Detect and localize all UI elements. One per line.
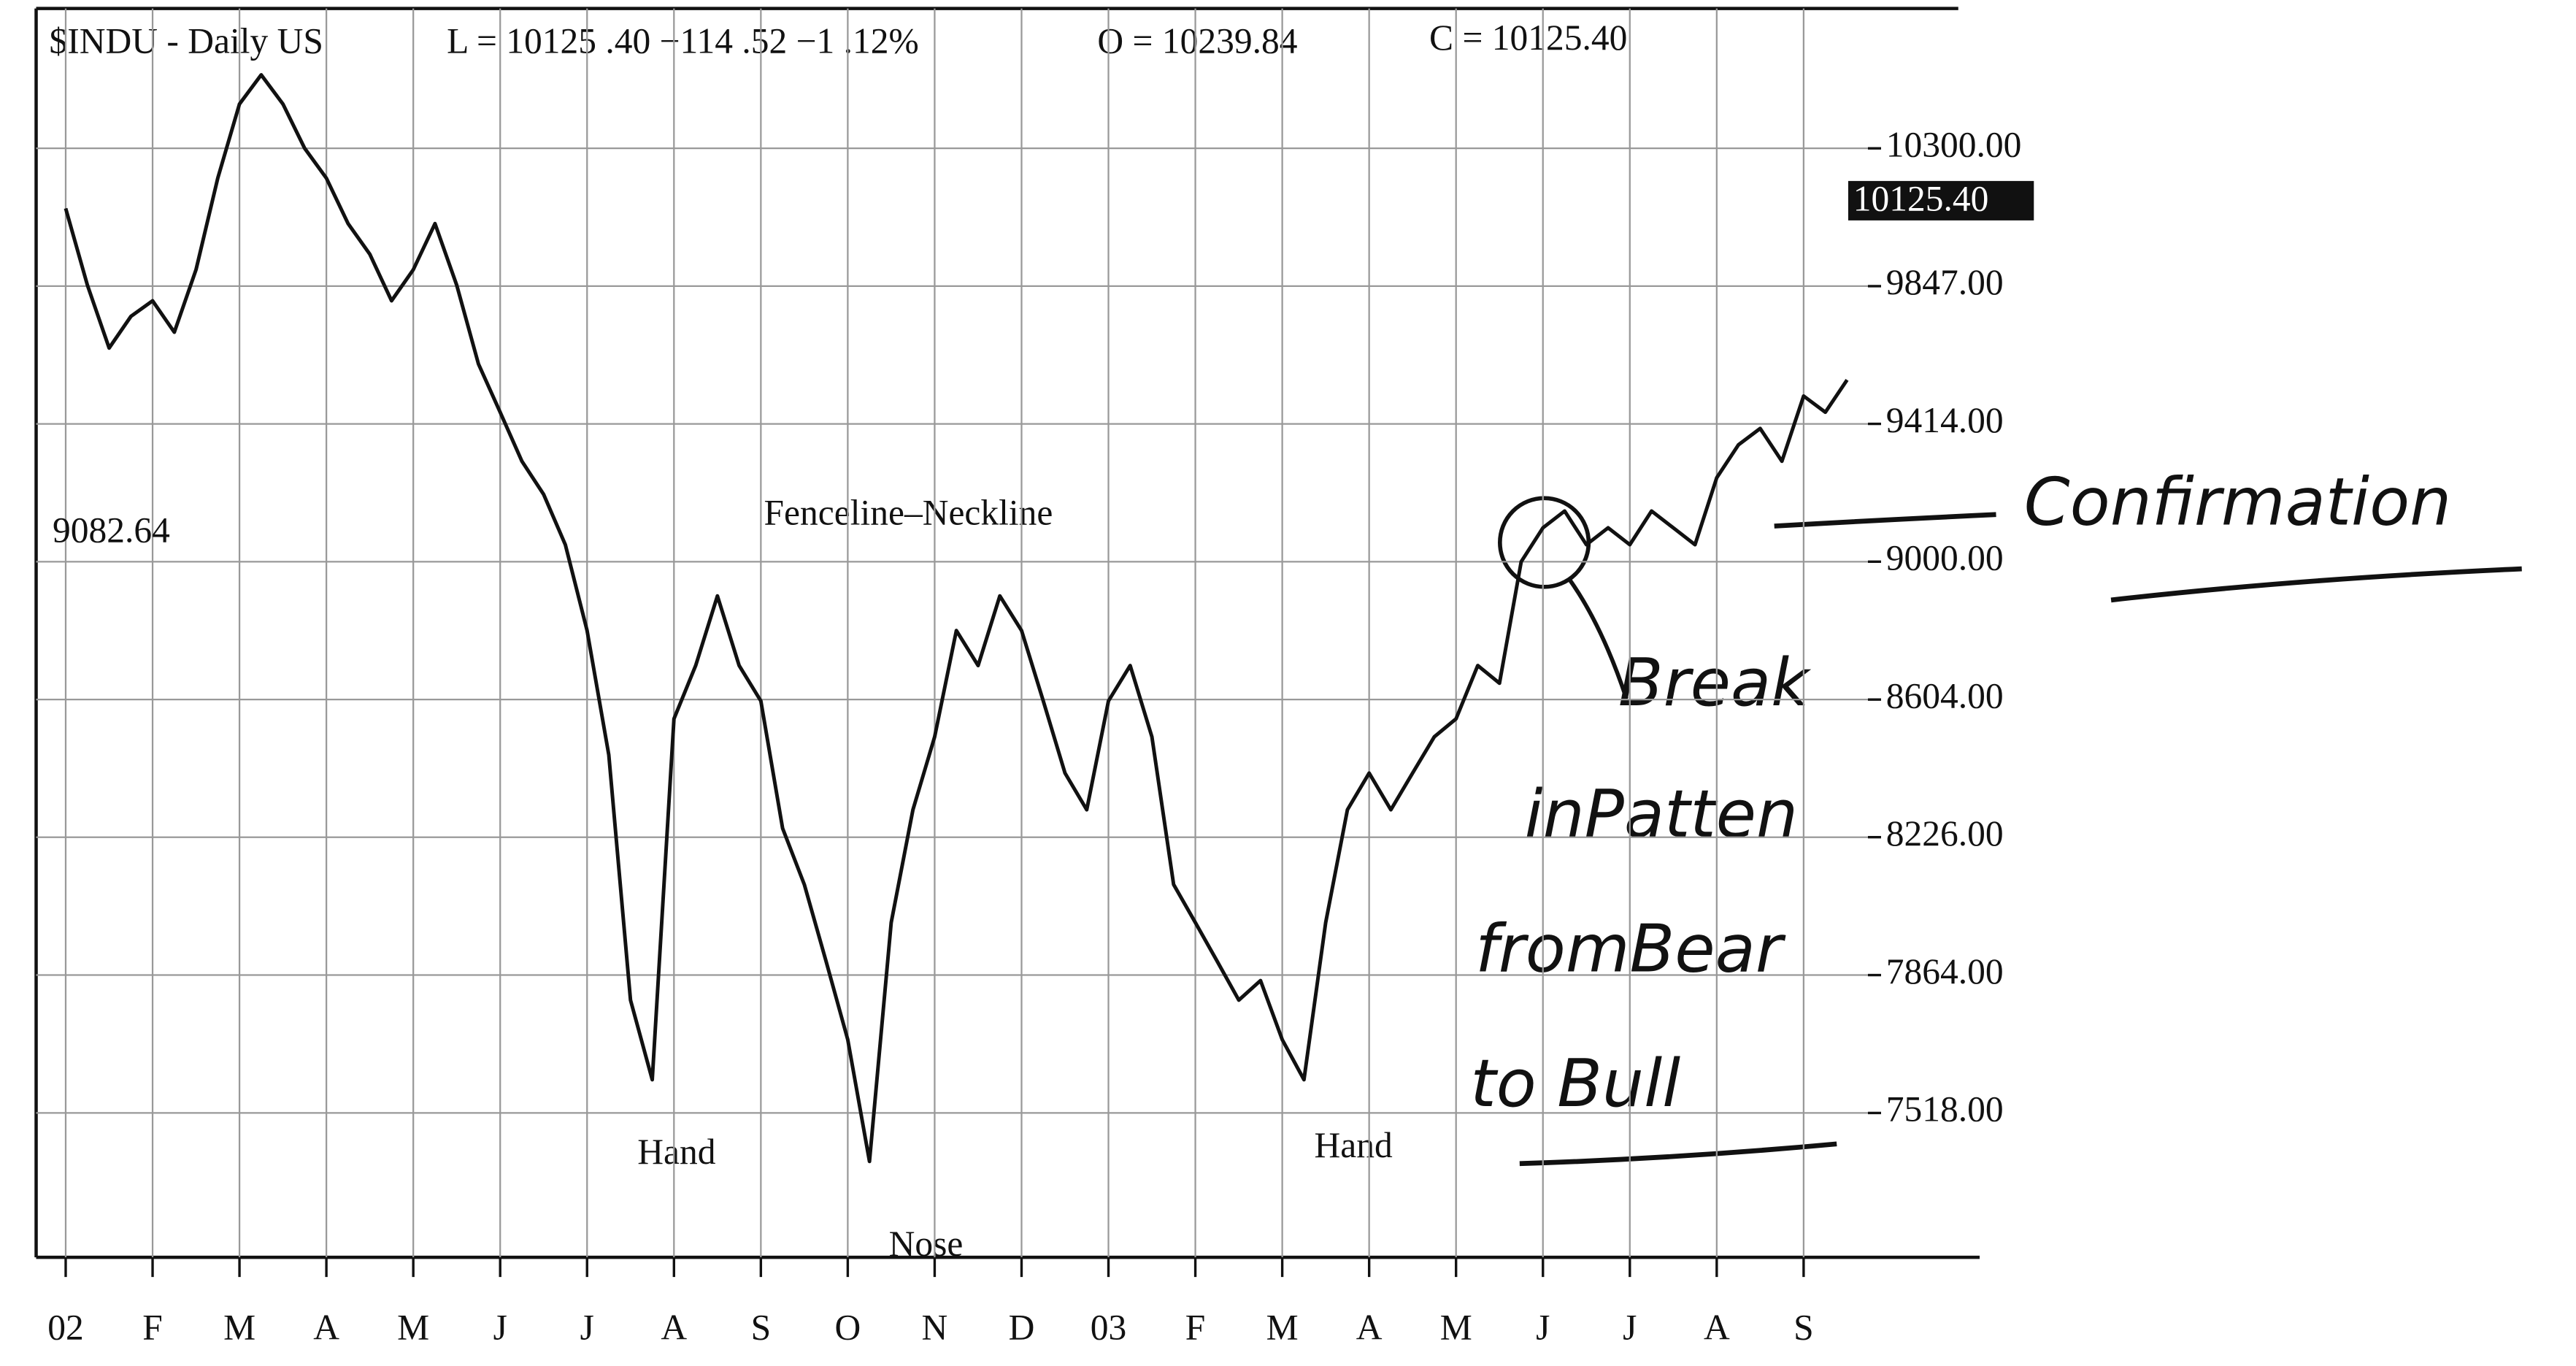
x-tick-label: 02 (47, 1308, 84, 1348)
left-marker-label: 9082.64 (53, 510, 170, 550)
x-tick-label: 03 (1091, 1308, 1127, 1348)
y-tick-label: 9000.00 (1886, 538, 2004, 578)
x-tick-label: A (661, 1308, 687, 1348)
x-tick-label: F (142, 1308, 163, 1348)
quote: C = 10125.40 (1429, 18, 1627, 58)
y-tick-label: 7518.00 (1886, 1089, 2004, 1129)
x-tick-label: S (1793, 1308, 1814, 1348)
chart-title: $INDU - Daily US (50, 20, 323, 61)
handwriting: fromBear (1475, 911, 1786, 988)
underline (1519, 1141, 1837, 1167)
y-tick-label: 8226.00 (1886, 813, 2004, 853)
x-tick-label: M (397, 1308, 429, 1348)
underline (2110, 566, 2522, 603)
x-tick-label: D (1009, 1308, 1035, 1348)
x-tick-label: F (1185, 1308, 1206, 1348)
y-tick-label: 8604.00 (1886, 676, 2004, 716)
x-tick-label: J (493, 1308, 507, 1348)
annotation: Hand (1315, 1125, 1393, 1165)
handwriting: to Bull (1470, 1045, 1680, 1122)
y-tick-label: 10300.00 (1886, 125, 2022, 165)
x-tick-label: A (313, 1308, 339, 1348)
x-tick-label: J (1536, 1308, 1550, 1348)
annotation: Fenceline–Neckline (764, 492, 1053, 532)
handwriting: inPatten (1525, 776, 1799, 853)
x-tick-label: J (580, 1308, 594, 1348)
pointer (1567, 577, 1629, 699)
y-tick-label: 7864.00 (1886, 951, 2004, 991)
annotation: Hand (637, 1132, 715, 1172)
quote: O = 10239.84 (1097, 20, 1297, 61)
x-tick-label: A (1356, 1308, 1383, 1348)
y-tick-label: 9414.00 (1886, 400, 2004, 440)
last-price-label: 10125.40 (1853, 179, 1989, 219)
handwriting: Confirmation (2024, 464, 2451, 540)
y-tick-label: 9847.00 (1886, 262, 2004, 302)
x-tick-label: M (1266, 1308, 1299, 1348)
x-tick-label: O (835, 1308, 861, 1348)
x-tick-label: M (1440, 1308, 1472, 1348)
price-line (64, 73, 1849, 1164)
x-tick-label: S (751, 1308, 772, 1348)
x-tick-label: A (1704, 1308, 1730, 1348)
x-tick-label: J (1623, 1308, 1637, 1348)
annotation: Nose (889, 1224, 964, 1264)
quote: L = 10125 .40 −114 .52 −1 .12% (447, 20, 919, 61)
x-tick-label: N (922, 1308, 948, 1348)
handwriting: Break (1618, 645, 1812, 721)
x-tick-label: M (223, 1308, 255, 1348)
last-price-box (1848, 180, 2034, 220)
